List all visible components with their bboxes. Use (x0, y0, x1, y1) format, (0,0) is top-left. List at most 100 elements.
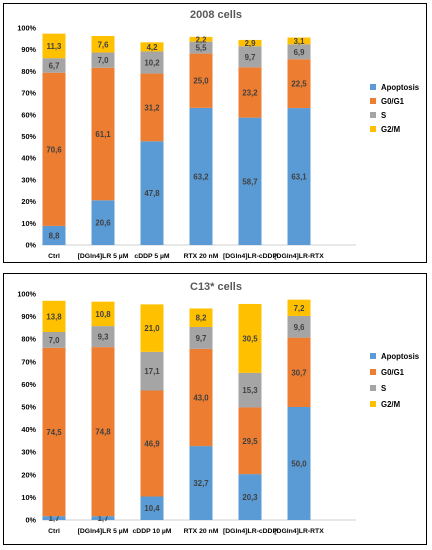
data-label: 74,5 (46, 428, 62, 437)
bar-segment (42, 225, 66, 245)
bar-segment (189, 326, 213, 349)
x-tick-label: [DGln4]LR-RTX (274, 253, 324, 260)
chart-2008-cells: 2008 cells 0% 10% 20% 30% 40% 50% 60% 70% 80% 90% 1… (17, 9, 419, 260)
bar-segment (42, 347, 66, 517)
data-label: 47,8 (144, 189, 160, 198)
bar-segment (91, 347, 115, 517)
bar-segment (91, 301, 115, 327)
data-label: 7,0 (98, 56, 110, 65)
legend-label: G2/M (381, 400, 400, 409)
y-tick-label: 60% (21, 110, 36, 119)
data-label: 70,6 (46, 145, 62, 154)
bar-segment (91, 36, 115, 53)
bar-segment (42, 72, 66, 226)
bar-segment (140, 73, 164, 142)
chart-title: 2008 cells (190, 9, 242, 21)
data-label: 31,2 (144, 103, 160, 112)
x-tick-label: cDDP 10 µM (133, 528, 172, 535)
y-tick-label: 80% (21, 67, 36, 76)
legend-swatch (370, 353, 376, 359)
data-label: 46,9 (144, 439, 160, 448)
x-tick-label: Ctrl (48, 253, 60, 260)
bar-segment (42, 331, 66, 348)
data-label: 9,7 (245, 53, 256, 62)
chart-c13-cells: C13* cells 0% 10% 20% 30% 40% 50% 60% 70% 80% 90% 1… (17, 281, 419, 535)
data-label: 11,3 (47, 42, 62, 51)
legend-swatch (370, 112, 376, 118)
data-label: 6,9 (294, 48, 306, 57)
legend-swatch (370, 98, 376, 104)
data-label: 61,1 (95, 130, 111, 139)
bar-segment (91, 67, 115, 201)
x-tick-label: [DGln4]LR-RTX (274, 528, 324, 535)
data-label: 63,1 (291, 173, 307, 182)
bar-segment (189, 36, 213, 42)
data-label: 4,2 (147, 43, 159, 52)
y-tick-label: 50% (21, 403, 36, 412)
y-tick-label: 90% (21, 312, 36, 321)
data-label: 2,9 (245, 39, 257, 48)
data-label: 43,0 (193, 394, 209, 403)
x-tick-label: [DGln4]LR 5 µM (78, 528, 129, 535)
data-label: 3,1 (294, 37, 306, 46)
y-tick-label: 10% (21, 219, 36, 228)
x-tick-label: cDDP 5 µM (134, 253, 169, 260)
chart-title: C13* cells (190, 281, 242, 293)
data-label: 6,7 (49, 61, 60, 70)
y-tick-label: 10% (21, 493, 36, 502)
data-label: 7,0 (49, 336, 61, 345)
y-tick-label: 60% (21, 380, 36, 389)
bar-segment (287, 108, 311, 245)
data-label: 63,2 (193, 172, 209, 181)
y-tick-label: 70% (21, 89, 36, 98)
y-tick-label: 90% (21, 45, 36, 54)
bar-segment (140, 51, 164, 74)
y-tick-label: 0% (25, 516, 36, 525)
bar-segment (42, 516, 66, 520)
data-label: 9,3 (98, 333, 110, 342)
bar-segment (189, 308, 213, 327)
bar-segment (287, 44, 311, 60)
y-tick-label: 0% (25, 241, 36, 250)
bar-segment (287, 315, 311, 338)
legend-swatch (370, 369, 376, 375)
data-label: 25,0 (193, 77, 209, 86)
data-label: 50,0 (291, 460, 307, 469)
y-tick-label: 20% (21, 197, 36, 206)
bar-segment (238, 303, 262, 373)
bar-segment (91, 200, 115, 245)
data-label: 29,5 (242, 437, 258, 446)
bar-segment (91, 326, 115, 348)
data-label: 30,5 (242, 334, 258, 343)
bar-segment (238, 372, 262, 408)
bar-segment (91, 52, 115, 68)
data-label: 74,8 (95, 428, 111, 437)
bar-segment (238, 474, 262, 520)
x-tick-label: [DGln4]LR-cDDP (223, 253, 277, 260)
bar-segment (287, 407, 311, 520)
x-tick-label: Ctrl (48, 528, 60, 535)
data-label: 17,1 (144, 367, 160, 376)
chart-panel-c13: C13* cells 0% 10% 20% 30% 40% 50% 60% 70% 80% 90% 1… (3, 273, 427, 545)
y-tick-label: 40% (21, 154, 36, 163)
bar-segment (238, 407, 262, 475)
bar-segment (238, 46, 262, 68)
bar-segment (140, 351, 164, 391)
data-label: 10,2 (144, 59, 160, 68)
bar-segment (189, 446, 213, 520)
x-tick-label: [DGln4]LR 5 µM (78, 253, 129, 260)
legend-swatch (370, 385, 376, 391)
y-tick-label: 100% (17, 24, 36, 33)
data-label: 8,8 (49, 231, 61, 240)
bar-segment (238, 67, 262, 118)
bar-segment (287, 337, 311, 407)
y-tick-label: 50% (21, 132, 36, 141)
data-label: 9,7 (196, 334, 207, 343)
bar-segment (140, 304, 164, 352)
legend-label: S (381, 111, 386, 120)
data-label: 21,0 (144, 324, 160, 333)
bar-segment (189, 348, 213, 447)
y-tick-label: 70% (21, 357, 36, 366)
bar-segment (189, 53, 213, 108)
data-label: 8,2 (196, 314, 208, 323)
